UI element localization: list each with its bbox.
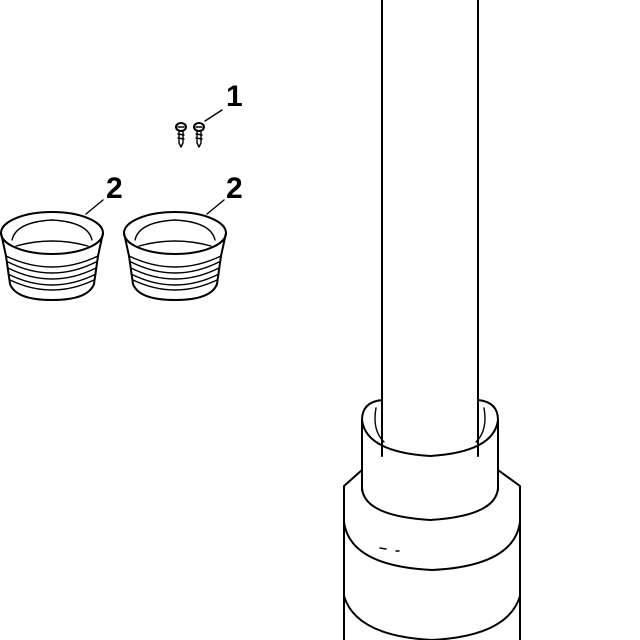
threaded-ring-left: [0, 211, 104, 301]
tube-upper: [381, 0, 479, 457]
callout-leaders: [85, 109, 225, 215]
leader-2-right: [206, 199, 225, 215]
screw-left: [175, 122, 187, 148]
leader-2-left: [85, 199, 104, 215]
threaded-ring-right: [123, 211, 227, 301]
callout-2-left: 2: [106, 172, 123, 205]
screw-pair: [175, 122, 205, 148]
callout-1: 1: [226, 80, 243, 113]
tube-base: [343, 469, 521, 640]
tube-collar: [361, 399, 499, 521]
screw-right: [193, 122, 205, 148]
leader-1: [204, 109, 223, 122]
callout-2-right: 2: [226, 172, 243, 205]
